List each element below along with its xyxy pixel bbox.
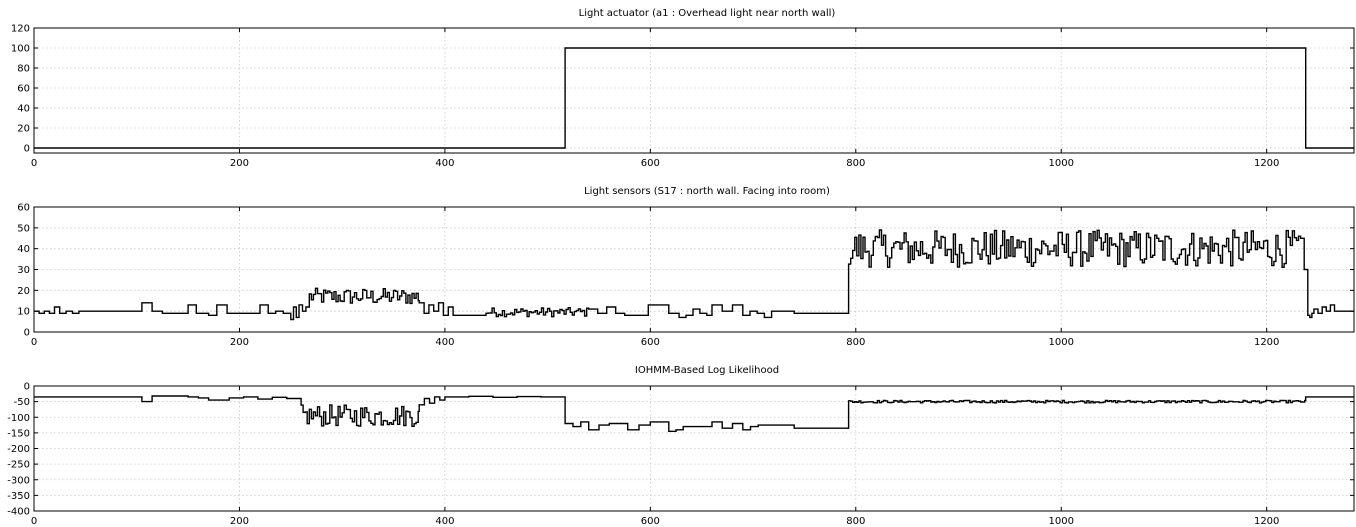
x-tick-label: 800 [846,337,865,348]
y-tick-label: 120 [11,24,30,35]
y-tick-label: 0 [24,328,30,339]
x-tick-label: 400 [435,158,454,169]
y-tick-label: 0 [24,382,30,393]
x-tick-label: 400 [435,337,454,348]
x-tick-label: 1200 [1254,516,1279,527]
x-tick-label: 0 [31,337,37,348]
chart-title: IOHMM-Based Log Likelihood [635,365,779,376]
chart-title: Light sensors (S17 : north wall. Facing … [584,186,830,197]
y-tick-label: -350 [7,491,30,502]
x-tick-label: 0 [31,516,37,527]
x-tick-label: 200 [230,516,249,527]
x-tick-label: 400 [435,516,454,527]
series-line [34,47,1354,149]
x-tick-label: 600 [641,516,660,527]
x-tick-label: 1000 [1049,516,1074,527]
series-line [34,395,1354,432]
y-tick-label: -250 [7,460,30,471]
y-tick-label: 30 [17,265,30,276]
y-tick-label: 60 [17,84,30,95]
x-tick-label: 600 [641,158,660,169]
chart-title: Light actuator (a1 : Overhead light near… [579,8,836,19]
series-line [34,229,1354,321]
x-tick-label: 1000 [1049,158,1074,169]
x-tick-label: 200 [230,337,249,348]
x-tick-label: 600 [641,337,660,348]
y-tick-label: -400 [7,507,30,518]
chart-panel-1: Light actuator (a1 : Overhead light near… [11,8,1355,169]
y-tick-label: -50 [14,397,30,408]
x-tick-label: 1200 [1254,158,1279,169]
y-tick-label: 20 [17,286,30,297]
x-tick-label: 800 [846,516,865,527]
y-tick-label: -200 [7,444,30,455]
x-tick-label: 1200 [1254,337,1279,348]
chart-panel-3: IOHMM-Based Log Likelihood 0 200 400 600 800 1… [7,365,1355,527]
y-tick-label: 50 [17,223,30,234]
y-tick-label: -100 [7,413,30,424]
x-tick-label: 1000 [1049,337,1074,348]
y-tick-label: 0 [24,144,30,155]
y-tick-label: 40 [17,104,30,115]
y-tick-label: 10 [17,307,30,318]
y-tick-label: 100 [11,44,30,55]
chart-panel-2: Light sensors (S17 : north wall. Facing … [17,186,1355,348]
y-tick-label: -150 [7,428,30,439]
y-tick-label: 80 [17,64,30,75]
plot-frame [33,27,1355,154]
y-tick-label: 40 [17,244,30,255]
y-tick-label: 20 [17,124,30,135]
y-tick-label: -300 [7,475,30,486]
x-tick-label: 800 [846,158,865,169]
x-tick-label: 200 [230,158,249,169]
y-tick-label: 60 [17,203,30,214]
x-tick-label: 0 [31,158,37,169]
